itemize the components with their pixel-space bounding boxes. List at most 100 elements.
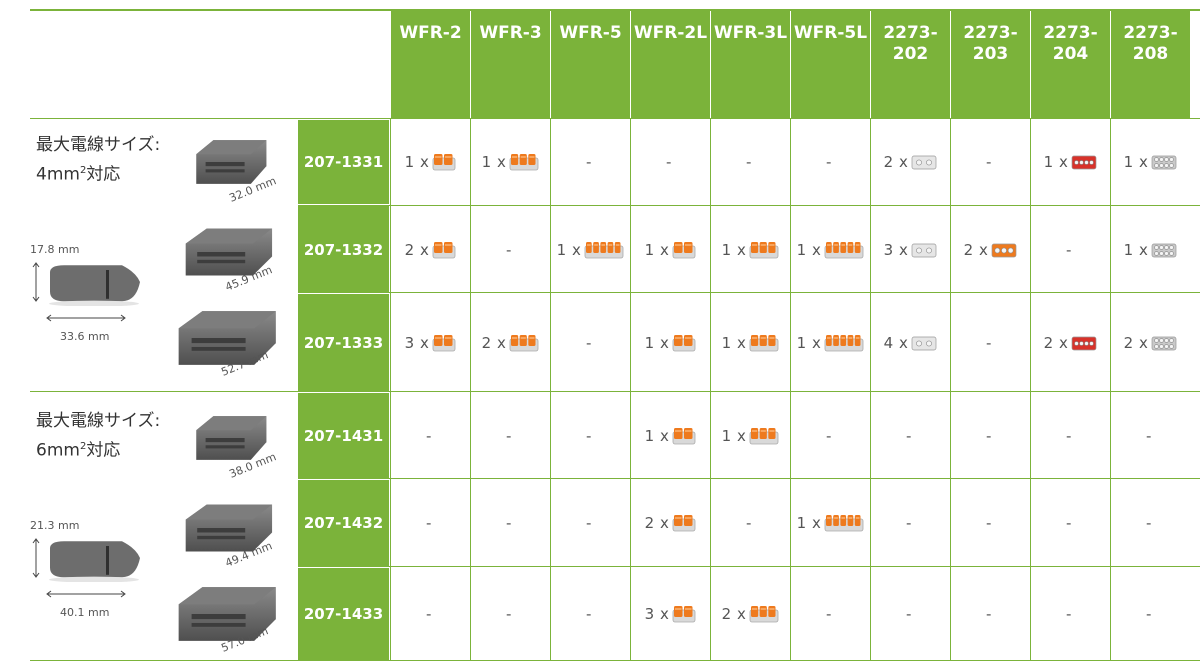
orange-push-connector-icon <box>991 243 1017 257</box>
wire-size-suffix: 対応 <box>86 440 121 461</box>
table-cell: 1 x <box>711 393 790 478</box>
column-header: WFR-2L <box>631 11 710 118</box>
table-cell: 1 x <box>711 294 790 391</box>
cell-value: - <box>506 605 512 623</box>
cell-value: 2 x <box>644 514 670 532</box>
cell-value: 2 x <box>883 153 909 171</box>
cell-value: - <box>586 333 592 352</box>
title-line-1: 最大電線サイズ: <box>36 135 161 155</box>
cell-value: 1 x <box>1043 153 1069 171</box>
table-cell: 2 x <box>471 294 550 391</box>
table-cell: 1 x <box>551 206 630 293</box>
cell-value: 2 x <box>963 240 989 259</box>
table-cell: 2 x <box>711 568 790 660</box>
gel-box-enclosure-image <box>178 311 276 365</box>
table-cell: 1 x <box>791 294 870 391</box>
table-cell: - <box>391 568 470 660</box>
cell-value: 3 x <box>644 605 670 623</box>
product-code: 207-1431 <box>298 393 389 478</box>
cell-value: 1 x <box>644 240 670 259</box>
table-cell: - <box>1031 393 1110 478</box>
cell-value: 2 x <box>481 333 507 352</box>
table-cell: - <box>871 568 950 660</box>
height-dimension-label: 17.8 mm <box>30 243 80 256</box>
table-cell: - <box>951 568 1030 660</box>
row-divider <box>30 660 1200 661</box>
cell-value: - <box>506 240 512 259</box>
cell-value: 1 x <box>796 514 822 532</box>
lever-connector-icon <box>584 241 624 258</box>
table-cell: 1 x <box>1031 120 1110 204</box>
push-connector-icon <box>911 336 937 350</box>
table-cell: - <box>551 120 630 204</box>
cell-value: - <box>426 514 432 532</box>
row-divider <box>298 566 1200 567</box>
height-arrow <box>32 538 40 578</box>
table-cell: - <box>951 393 1030 478</box>
cell-value: 1 x <box>556 240 582 259</box>
table-cell: - <box>551 294 630 391</box>
lever-connector-icon <box>432 334 456 351</box>
cell-value: - <box>826 426 832 445</box>
max-wire-size-title: 最大電線サイズ: 4mm2対応 <box>36 132 160 188</box>
column-header: WFR-5L <box>791 11 870 118</box>
table-cell: 1 x <box>1111 120 1190 204</box>
push-connector-icon <box>1151 243 1177 257</box>
cell-value: - <box>986 333 992 352</box>
cell-value: - <box>426 426 432 445</box>
red-push-connector-icon <box>1071 155 1097 170</box>
table-cell: 1 x <box>631 294 710 391</box>
table-cell: - <box>951 480 1030 566</box>
table-cell: - <box>791 568 870 660</box>
column-header: 2273- 208 <box>1111 11 1190 118</box>
wire-size-value: 4mm <box>36 164 80 185</box>
push-connector-icon <box>911 155 937 170</box>
column-divider <box>630 118 631 661</box>
cell-value: - <box>1146 426 1152 445</box>
max-wire-size-title: 最大電線サイズ: 6mm2対応 <box>36 408 160 464</box>
column-divider <box>470 118 471 661</box>
table-cell: - <box>1111 393 1190 478</box>
cell-value: - <box>826 605 832 623</box>
table-cell: - <box>551 393 630 478</box>
table-cell: - <box>471 393 550 478</box>
gel-box-enclosure-image <box>196 416 267 460</box>
cell-value: 1 x <box>1123 240 1149 259</box>
push-connector-icon <box>1151 336 1177 350</box>
table-cell: 3 x <box>871 206 950 293</box>
column-divider <box>790 118 791 661</box>
table-cell: 2 x <box>951 206 1030 293</box>
lever-connector-icon <box>672 515 696 532</box>
lever-connector-icon <box>672 427 696 444</box>
lever-connector-icon <box>749 241 779 258</box>
cell-value: - <box>1066 514 1072 532</box>
cell-value: - <box>1066 426 1072 445</box>
table-cell: - <box>711 480 790 566</box>
table-cell: - <box>791 393 870 478</box>
cell-value: - <box>426 605 432 623</box>
gel-box-side-view-image <box>49 541 140 582</box>
column-divider <box>1110 118 1111 661</box>
title-line-2: 4mm2対応 <box>36 158 160 188</box>
cell-value: 4 x <box>883 333 909 352</box>
cell-value: - <box>586 426 592 445</box>
cell-value: - <box>746 514 752 532</box>
column-divider <box>1030 118 1031 661</box>
cell-value: - <box>506 426 512 445</box>
cell-value: - <box>826 153 832 171</box>
table-cell: - <box>871 480 950 566</box>
cell-value: - <box>1146 605 1152 623</box>
height-dimension-label: 21.3 mm <box>30 519 80 532</box>
title-line-2: 6mm2対応 <box>36 434 160 464</box>
lever-connector-icon <box>432 241 456 258</box>
lever-connector-icon <box>509 334 539 351</box>
cell-value: - <box>906 426 912 445</box>
table-cell: 1 x <box>631 206 710 293</box>
row-divider <box>298 478 1200 479</box>
column-divider <box>870 118 871 661</box>
cell-value: 1 x <box>644 333 670 352</box>
cell-value: 1 x <box>721 426 747 445</box>
red-push-connector-icon <box>1071 336 1097 350</box>
table-cell: - <box>391 480 470 566</box>
lever-connector-icon <box>824 241 864 258</box>
